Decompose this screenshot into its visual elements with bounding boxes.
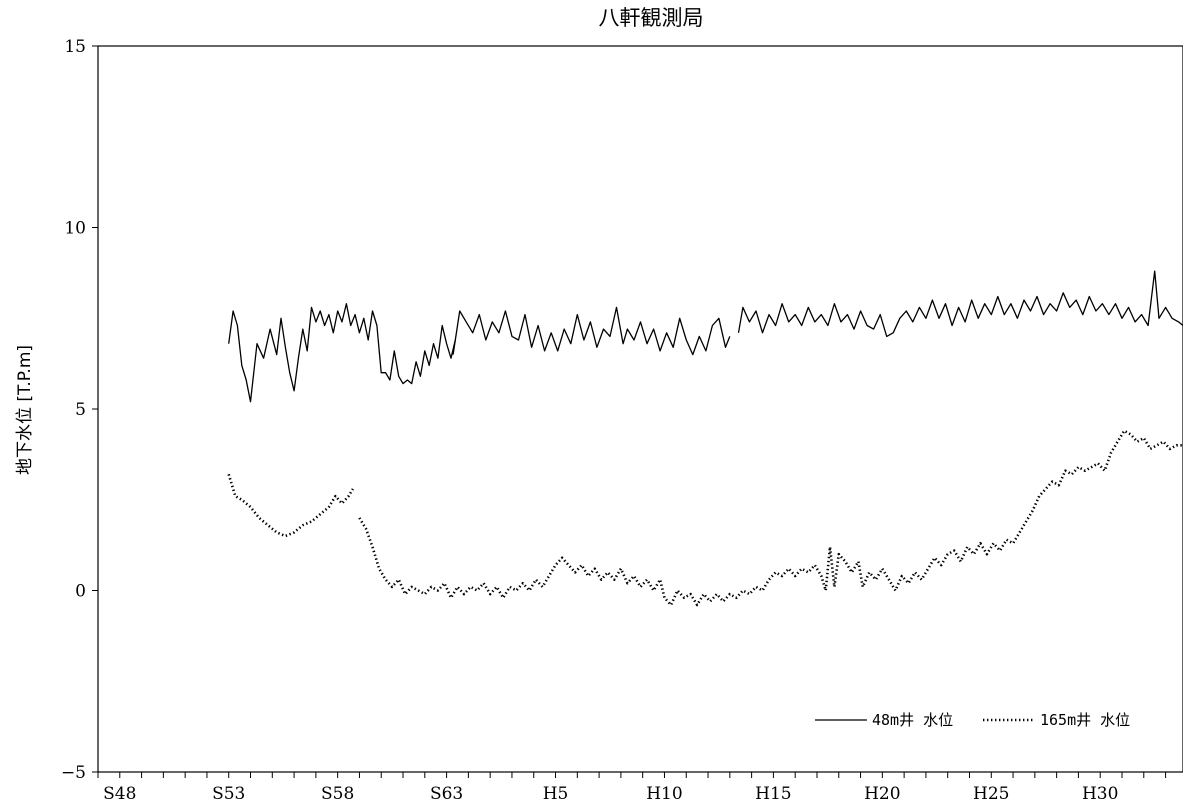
y-axis-title: 地下水位 [T.P.m] [15, 345, 35, 475]
y-tick-label: 10 [64, 219, 86, 239]
x-tick-label: H5 [543, 784, 569, 804]
legend-label: 48m井 水位 [872, 711, 953, 729]
series-2 [227, 429, 1183, 607]
y-tick-label: 5 [75, 400, 86, 420]
series-1 [228, 270, 1183, 403]
x-tick-label: S48 [103, 784, 136, 804]
legend-label: 165m井 水位 [1040, 711, 1130, 729]
x-tick-label: H15 [755, 784, 791, 804]
series-line [227, 473, 355, 538]
x-tick-label: S53 [212, 784, 245, 804]
series-line [737, 270, 1183, 338]
x-tick-label: H25 [973, 784, 1009, 804]
y-axis: −5 0 5 10 15 [61, 37, 98, 783]
x-tick-label: S58 [321, 784, 354, 804]
x-axis: S48 S53 S58 S63 H5 H10 H15 H20 H25 H30 [97, 772, 1167, 804]
series-line [452, 306, 731, 356]
y-tick-label: 0 [75, 582, 86, 602]
legend: 48m井 水位 165m井 水位 [815, 711, 1130, 729]
y-tick-label: 15 [64, 37, 86, 57]
plot-series [227, 270, 1183, 607]
x-tick-label: H10 [646, 784, 682, 804]
y-tick-label: −5 [61, 763, 86, 783]
x-tick-label: H20 [864, 784, 900, 804]
series-line [358, 429, 1183, 607]
x-tick-label: S63 [430, 784, 463, 804]
chart-title: 八軒観測局 [599, 6, 704, 30]
series-line [228, 303, 456, 403]
plot-frame [97, 45, 1183, 773]
x-tick-label: H30 [1082, 784, 1118, 804]
